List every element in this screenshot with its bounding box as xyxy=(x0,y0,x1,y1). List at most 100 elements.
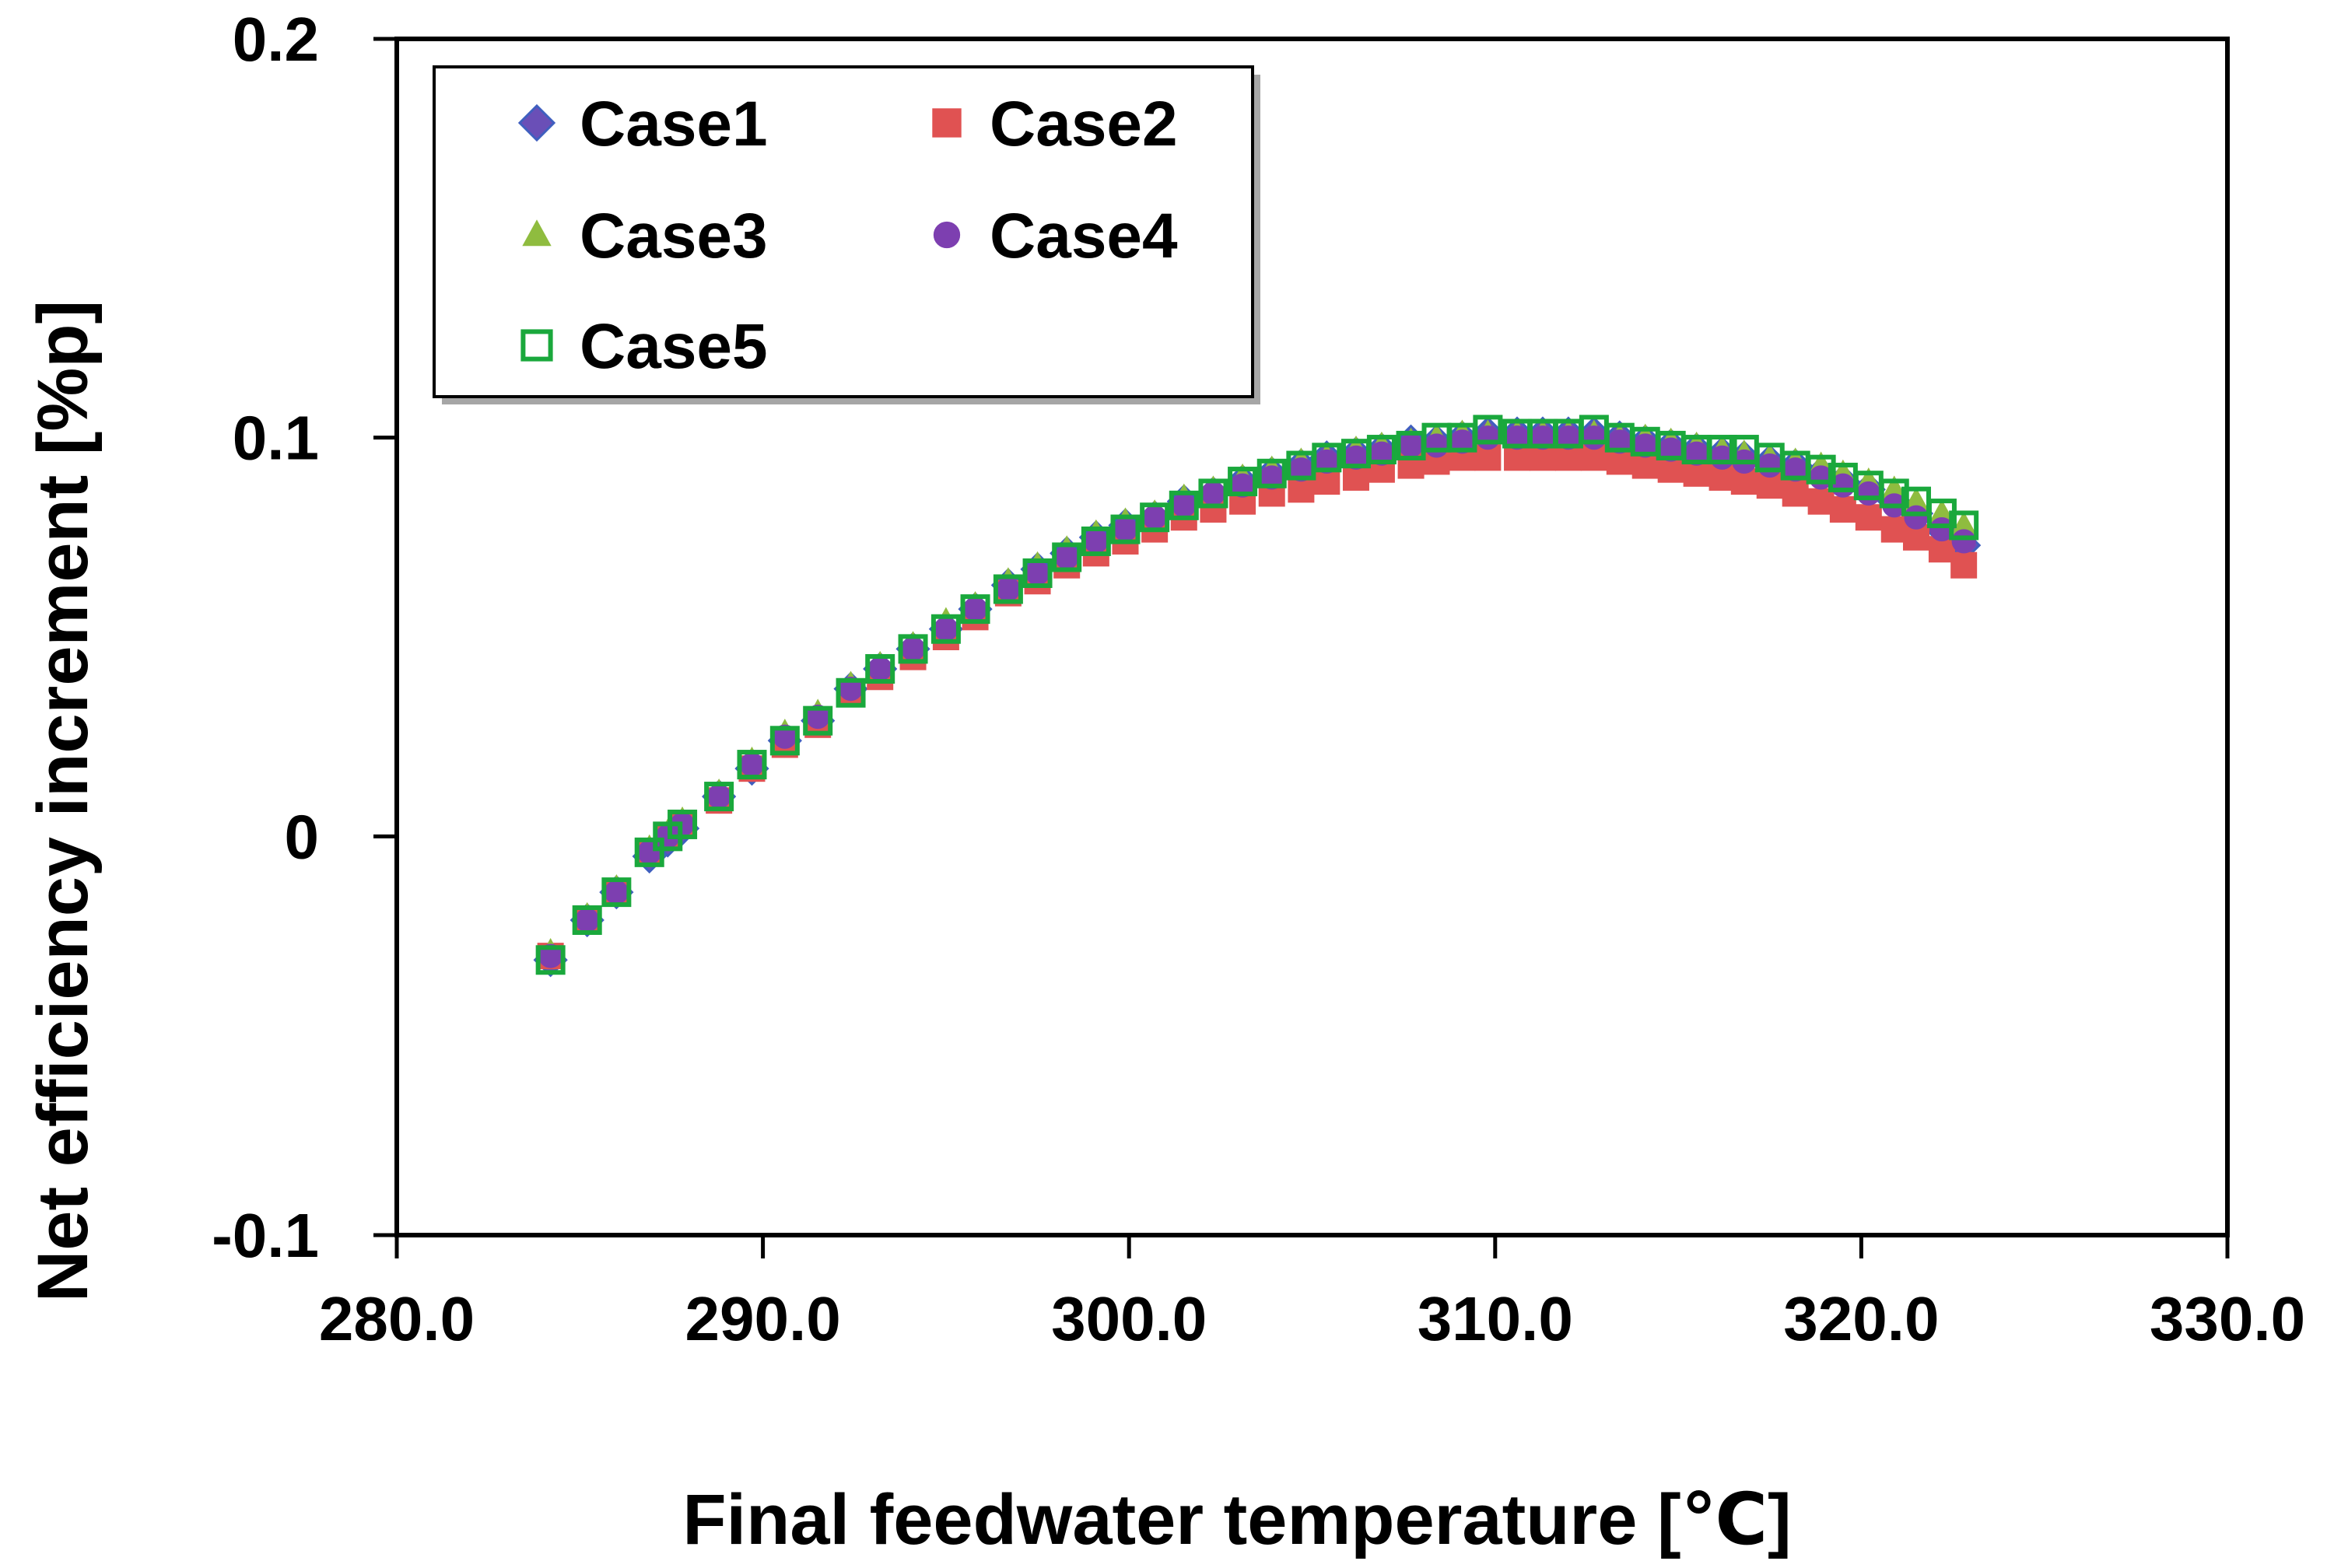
legend-label-case3: Case3 xyxy=(580,201,768,271)
data-point-case4 xyxy=(1398,433,1424,458)
data-point-case5 xyxy=(601,877,632,908)
data-point-case5 xyxy=(1473,415,1503,445)
data-point-case5 xyxy=(960,594,990,625)
y-tick-label: 0 xyxy=(285,802,320,871)
data-point-case5 xyxy=(1879,478,1909,509)
data-point-case5 xyxy=(535,945,566,975)
legend-marker-case4 xyxy=(933,221,961,249)
data-point-case4 xyxy=(739,752,765,777)
data-point-case5 xyxy=(1949,510,1979,541)
data-point-case5 xyxy=(1806,454,1836,485)
data-point-case5 xyxy=(1312,443,1342,473)
legend-label-case2: Case2 xyxy=(990,89,1178,159)
data-point-case2 xyxy=(1829,495,1856,523)
data-point-case4 xyxy=(1025,561,1050,586)
data-point-case4 xyxy=(867,656,892,681)
data-point-case4 xyxy=(962,597,988,621)
data-point-case4 xyxy=(706,784,731,809)
data-point-case4 xyxy=(1951,529,1976,554)
data-point-case5 xyxy=(769,726,800,756)
legend-box xyxy=(433,65,1254,398)
data-point-case4 xyxy=(996,576,1021,602)
data-point-case4 xyxy=(1288,457,1313,482)
data-point-case4 xyxy=(1633,433,1658,458)
legend-marker-case5 xyxy=(520,329,553,362)
data-point-case4 xyxy=(838,677,864,702)
data-point-case4 xyxy=(637,840,662,865)
data-point-case4 xyxy=(604,880,629,905)
data-point-case4 xyxy=(1783,457,1808,482)
y-tick-label: -0.1 xyxy=(212,1201,319,1270)
data-point-case5 xyxy=(1169,490,1199,520)
data-point-case4 xyxy=(934,617,958,642)
series-case4 xyxy=(538,425,1976,968)
data-point-case4 xyxy=(1113,516,1138,542)
data-point-case5 xyxy=(803,705,833,736)
data-point-case4 xyxy=(1659,437,1684,462)
data-point-case5 xyxy=(737,750,767,780)
data-point-case4 xyxy=(538,943,563,968)
data-point-case5 xyxy=(634,837,664,867)
data-point-case4 xyxy=(575,908,600,933)
data-point-case4 xyxy=(1260,465,1284,490)
data-point-case5 xyxy=(836,677,866,708)
data-point-case2 xyxy=(1950,551,1978,579)
data-point-case3 xyxy=(1902,487,1929,512)
data-point-case4 xyxy=(1054,544,1079,570)
data-point-case2 xyxy=(1855,504,1882,531)
data-points xyxy=(533,415,1982,978)
x-tick-label: 310.0 xyxy=(1418,1284,1573,1353)
y-tick-label: 0.2 xyxy=(233,5,319,74)
data-point-case3 xyxy=(1950,511,1978,536)
data-point-case4 xyxy=(1856,481,1881,506)
data-point-case4 xyxy=(1314,449,1339,474)
data-point-case5 xyxy=(1198,478,1228,509)
data-point-case4 xyxy=(1556,425,1581,450)
legend-marker-case2 xyxy=(932,108,962,138)
data-point-case4 xyxy=(1230,473,1255,498)
legend-label-case4: Case4 xyxy=(990,201,1178,271)
y-tick-label: 0.1 xyxy=(233,404,319,473)
data-point-case4 xyxy=(1424,433,1449,458)
data-point-case4 xyxy=(1929,516,1954,542)
x-tick-label: 300.0 xyxy=(1051,1284,1207,1353)
data-point-case4 xyxy=(805,704,830,730)
data-point-case5 xyxy=(930,614,961,644)
data-point-case3 xyxy=(1880,475,1908,500)
data-point-case5 xyxy=(668,809,698,839)
data-point-case5 xyxy=(1052,542,1082,572)
data-point-case4 xyxy=(1904,505,1929,530)
x-tick-label: 320.0 xyxy=(1783,1284,1939,1353)
plot-area-frame xyxy=(394,37,2230,1237)
data-point-case3 xyxy=(1928,499,1955,524)
data-point-case4 xyxy=(1475,425,1500,450)
data-point-case4 xyxy=(1684,441,1709,466)
data-point-case5 xyxy=(572,905,602,935)
data-point-case4 xyxy=(1758,453,1782,478)
data-point-case5 xyxy=(993,574,1023,604)
data-point-case4 xyxy=(1084,529,1109,554)
data-point-case4 xyxy=(1369,441,1394,466)
data-point-case5 xyxy=(1366,435,1397,465)
data-point-case4 xyxy=(1344,445,1369,470)
data-point-case5 xyxy=(1081,526,1111,556)
data-point-case4 xyxy=(1505,425,1530,450)
data-point-case5 xyxy=(1140,502,1170,533)
x-tick-label: 280.0 xyxy=(319,1284,475,1353)
data-point-case4 xyxy=(1530,425,1555,450)
legend-label-case1: Case1 xyxy=(580,89,768,159)
data-point-case4 xyxy=(900,636,926,661)
series-case5 xyxy=(535,415,1979,975)
data-point-case5 xyxy=(1707,435,1737,465)
data-point-case5 xyxy=(1228,467,1258,497)
legend-marker-case3 xyxy=(522,219,552,247)
legend: Case1 Case2 Case3 Case4 Case5 xyxy=(433,65,1260,404)
data-point-case5 xyxy=(865,654,895,684)
x-tick-label: 290.0 xyxy=(685,1284,840,1353)
data-point-case4 xyxy=(1449,429,1475,454)
legend-label-case5: Case5 xyxy=(580,311,768,382)
data-point-case5 xyxy=(1110,514,1141,544)
data-point-case5 xyxy=(1022,558,1053,588)
